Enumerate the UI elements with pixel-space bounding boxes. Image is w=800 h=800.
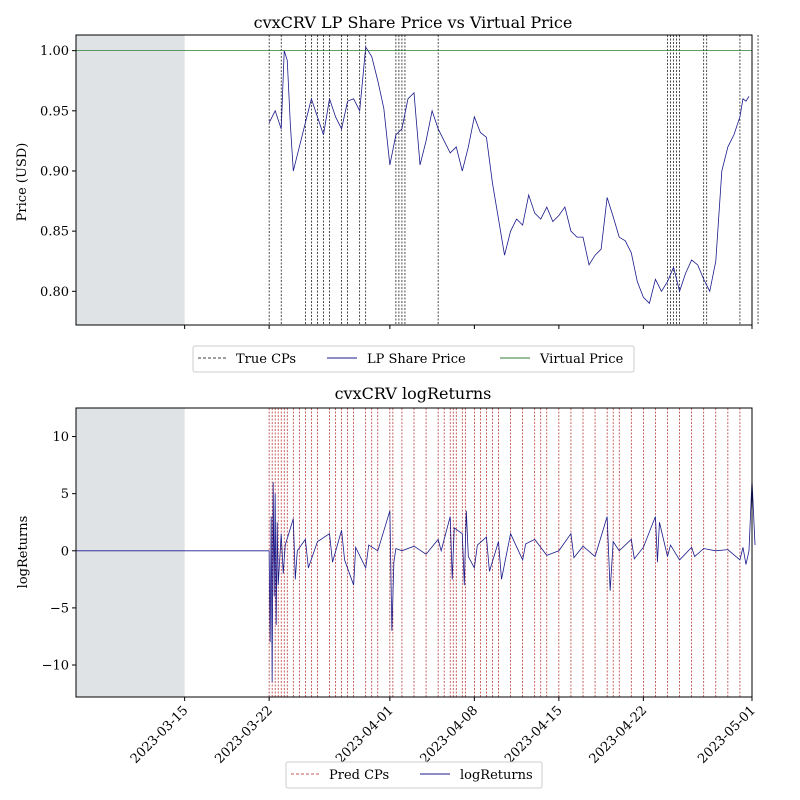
x-tick-label: 2023-04-15: [502, 703, 566, 767]
x-tick-label: 2023-05-01: [695, 703, 759, 767]
y-tick-label: 0.95: [40, 104, 69, 119]
x-tick-label: 2023-04-01: [333, 703, 397, 767]
axes-frame: [75, 34, 753, 326]
x-tick-label: 2023-03-22: [212, 703, 276, 767]
shaded-region: [76, 35, 185, 325]
legend-lp-share-price: LP Share Price: [367, 352, 466, 367]
y-tick-label: 1.00: [40, 44, 69, 59]
shaded-region: [76, 408, 185, 697]
x-tick-label: 2023-04-08: [418, 703, 482, 767]
legend-logreturns: logReturns: [460, 768, 533, 783]
price-y-axis-label: Price (USD): [15, 143, 30, 222]
logreturns-line: [76, 479, 756, 683]
y-tick-label: −10: [42, 659, 69, 674]
logreturns-y-axis-label: logReturns: [16, 516, 31, 589]
y-tick-label: 0: [61, 544, 69, 559]
y-tick-label: 5: [61, 487, 69, 502]
price-panel: cvxCRV LP Share Price vs Virtual Price P…: [15, 13, 759, 373]
legend-pred-cps: Pred CPs: [329, 768, 389, 783]
lp-share-price-line: [268, 45, 750, 305]
y-tick-label: 0.85: [40, 225, 69, 240]
x-tick-label: 2023-04-22: [587, 703, 651, 767]
logreturns-panel: cvxCRV logReturns logReturns −10 −5 0 5 10 20…: [16, 384, 759, 789]
price-chart-title: cvxCRV LP Share Price vs Virtual Price: [254, 13, 573, 32]
price-legend: True CPs LP Share Price Virtual Price: [192, 345, 635, 373]
logreturns-plot-area: −10 −5 0 5 10 2023-03-15 2023-03-22 2023-04-01 2…: [42, 407, 759, 767]
price-plot-area: 0.80 0.85 0.90 0.95 1.00: [40, 34, 759, 329]
x-tick-label: 2023-03-15: [128, 703, 192, 767]
axes-frame: [75, 407, 753, 698]
logreturns-legend: Pred CPs logReturns: [285, 761, 543, 789]
y-tick-label: 0.80: [40, 285, 69, 300]
legend-virtual-price: Virtual Price: [539, 352, 624, 367]
y-tick-label: 10: [52, 430, 69, 445]
y-tick-label: 0.90: [40, 164, 69, 179]
y-tick-label: −5: [50, 601, 69, 616]
legend-true-cps: True CPs: [236, 352, 296, 367]
logreturns-chart-title: cvxCRV logReturns: [335, 384, 492, 403]
